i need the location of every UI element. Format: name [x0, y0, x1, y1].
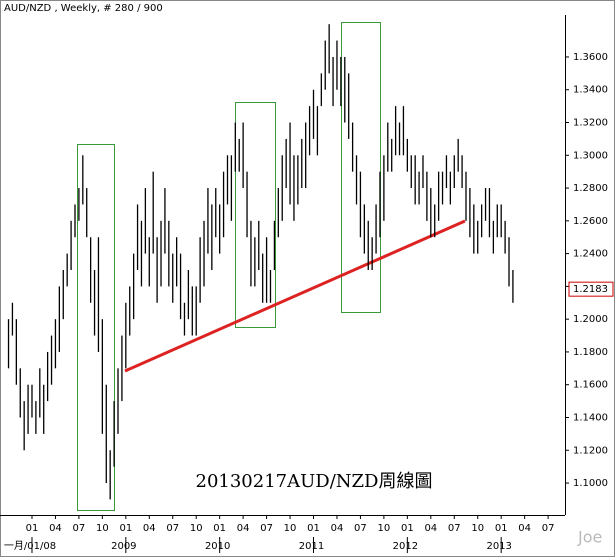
x-tick-label: 04: [518, 523, 531, 534]
y-tick-label: 1.2000: [573, 314, 608, 325]
x-year-label: 2013: [486, 541, 511, 552]
x-tick-label: 04: [424, 523, 437, 534]
last-price-label: 1.2183: [573, 284, 608, 295]
x-tick-label: 07: [448, 523, 461, 534]
x-tick-label: 04: [331, 523, 344, 534]
y-tick-label: 1.3600: [573, 52, 608, 63]
chart-title: AUD/NZD , Weekly, # 280 / 900: [4, 3, 163, 14]
watermark: Joe: [577, 528, 602, 547]
x-tick-label: 10: [284, 523, 297, 534]
y-tick-label: 1.1800: [573, 347, 608, 358]
y-tick-label: 1.2600: [573, 216, 608, 227]
highlight-box: [235, 102, 276, 328]
y-tick-label: 1.2400: [573, 249, 608, 260]
x-tick-label: 07: [260, 523, 273, 534]
x-tick-label: 10: [96, 523, 109, 534]
y-tick-label: 1.3000: [573, 150, 608, 161]
x-tick-label: 07: [542, 523, 555, 534]
x-tick-label: 01: [213, 523, 226, 534]
x-year-label: 2010: [205, 541, 230, 552]
annotation: 20130217AUD/NZD周線圖: [196, 471, 433, 492]
y-tick-label: 1.1600: [573, 380, 608, 391]
x-tick-label: 10: [378, 523, 391, 534]
x-tick-label: 01: [119, 523, 132, 534]
x-tick-label: 01: [401, 523, 414, 534]
y-tick-label: 1.2800: [573, 183, 608, 194]
x-tick-label: 07: [354, 523, 367, 534]
x-tick-label: 04: [237, 523, 250, 534]
x-tick-label: 01: [307, 523, 320, 534]
y-tick-label: 1.1000: [573, 478, 608, 489]
trend-line: [124, 219, 466, 373]
highlight-box: [341, 22, 381, 313]
x-tick-label: 04: [49, 523, 62, 534]
x-tick-label: 04: [143, 523, 156, 534]
y-tick-label: 1.1400: [573, 412, 608, 423]
x-tick-label: 01: [495, 523, 508, 534]
x-tick-label: 10: [190, 523, 203, 534]
x-tick-label: 01: [26, 523, 39, 534]
y-tick-label: 1.3200: [573, 118, 608, 129]
x-year-label: 一月/01/08: [4, 540, 56, 552]
x-tick-label: 10: [471, 523, 484, 534]
last-price-box: [568, 281, 614, 297]
x-year-label: 2012: [393, 541, 418, 552]
x-year-label: 2011: [299, 541, 324, 552]
highlight-box: [77, 144, 115, 511]
x-year-label: 2009: [111, 541, 136, 552]
x-tick-label: 07: [73, 523, 86, 534]
x-tick-label: 07: [166, 523, 179, 534]
y-tick-label: 1.3400: [573, 85, 608, 96]
y-tick-label: 1.1200: [573, 445, 608, 456]
